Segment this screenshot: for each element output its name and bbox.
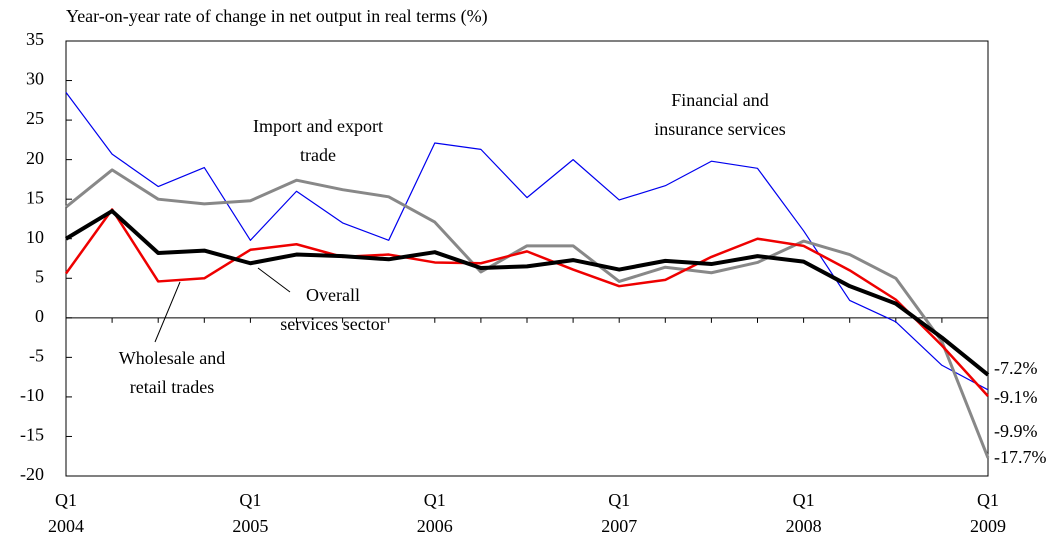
series-line: [64, 208, 989, 397]
series-label: Wholesale and retail trades: [119, 348, 225, 397]
leader-line: [154, 281, 181, 343]
y-tick-label: -20: [20, 464, 44, 484]
y-tick-label: -10: [20, 385, 44, 405]
x-tick-label: Q1 2008: [786, 490, 822, 536]
chart-title: Year-on-year rate of change in net outpu…: [66, 6, 488, 27]
series-label: Overall services sector: [280, 285, 385, 334]
x-tick-label: Q1 2009: [970, 490, 1006, 536]
y-tick-label: 20: [26, 148, 44, 168]
y-tick-label: 5: [35, 266, 44, 286]
value-label: -7.2%: [994, 358, 1038, 378]
y-tick-label: 10: [26, 227, 44, 247]
x-tick-label: Q1 2005: [232, 490, 268, 536]
series-label: Financial and insurance services: [654, 90, 785, 139]
x-tick-label: Q1 2007: [601, 490, 637, 536]
y-tick-label: 30: [26, 69, 44, 89]
series-line: [65, 168, 990, 459]
y-tick-label: 25: [26, 108, 44, 128]
series-line: [64, 209, 990, 377]
y-tick-label: -15: [20, 425, 44, 445]
value-label: -9.1%: [994, 387, 1038, 407]
plot-frame: [65, 40, 989, 477]
leader-line: [257, 267, 291, 293]
value-label: -9.9%: [994, 421, 1038, 441]
x-tick-label: Q1 2006: [417, 490, 453, 536]
x-tick-label: Q1 2004: [48, 490, 84, 536]
y-tick-label: 15: [26, 187, 44, 207]
y-tick-label: 0: [35, 306, 44, 326]
series-label: Import and export trade: [253, 116, 383, 165]
y-tick-label: -5: [29, 345, 44, 365]
value-label: -17.7%: [994, 447, 1047, 467]
series-line: [65, 92, 989, 391]
y-tick-label: 35: [26, 29, 44, 49]
